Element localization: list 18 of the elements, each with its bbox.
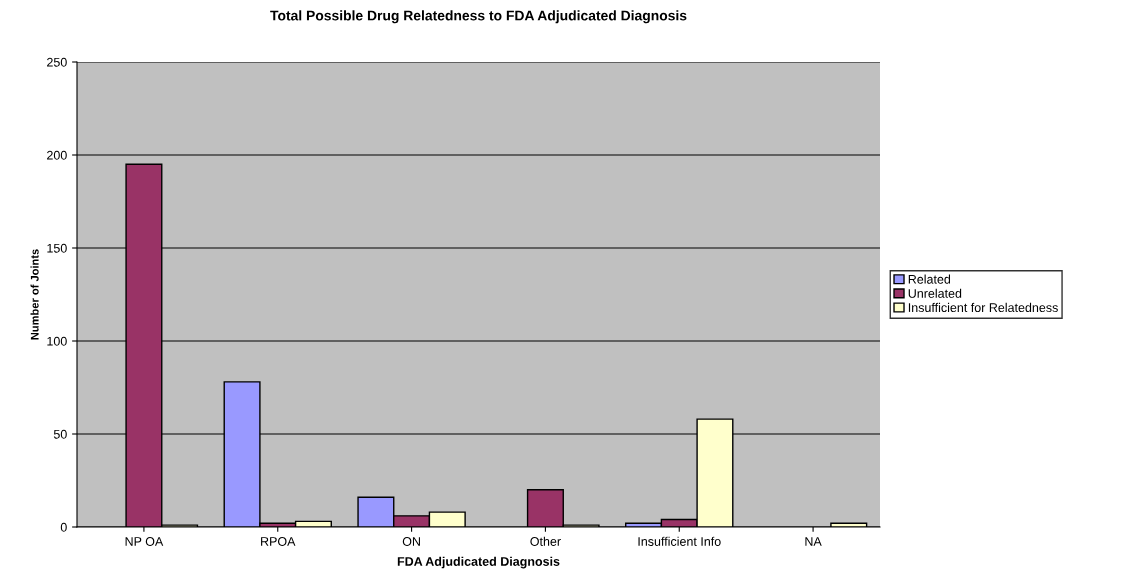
y-tick-label: 250 <box>47 57 67 67</box>
legend-label: Insufficient for Relatedness <box>908 302 1058 313</box>
x-tick-label: Insufficient Info <box>638 536 721 546</box>
legend-label: Related <box>908 274 951 284</box>
x-axis-title: FDA Adjudicated Diagnosis <box>397 556 560 569</box>
y-tick-label: 0 <box>60 522 67 532</box>
y-tick-label: 100 <box>47 336 67 346</box>
x-tick-label: ON <box>402 537 420 546</box>
x-tick-label: NA <box>805 537 822 546</box>
y-tick-label: 50 <box>53 429 67 439</box>
x-tick-label: Other <box>530 536 561 546</box>
x-tick-label: RPOA <box>261 537 296 546</box>
y-tick-label: 150 <box>47 243 67 253</box>
legend-label: Unrelated <box>908 288 962 298</box>
chart-title: Total Possible Drug Relatedness to FDA Adjudicated Diagnosis <box>270 10 687 24</box>
y-axis-title: Number of Joints <box>30 249 39 340</box>
y-tick-label: 200 <box>47 150 67 160</box>
x-tick-label: NP OA <box>125 537 164 546</box>
